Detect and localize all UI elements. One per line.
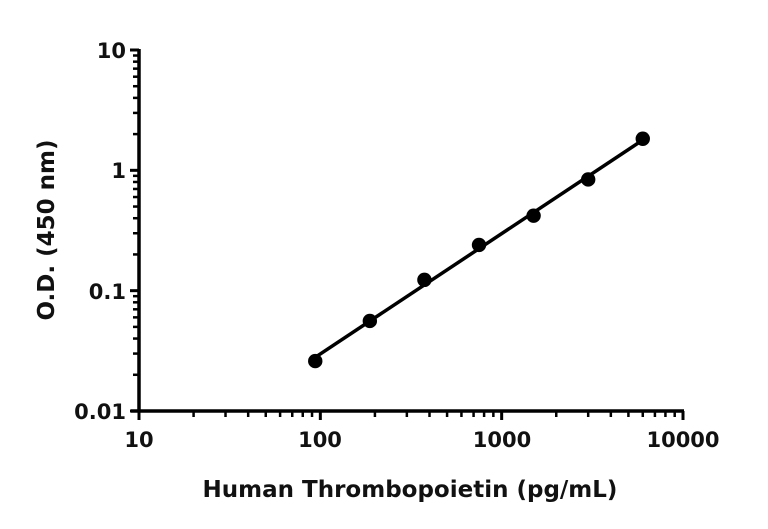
y-axis-title: O.D. (450 nm) [34, 139, 60, 320]
y-tick-label: 10 [97, 39, 126, 63]
data-points [308, 131, 650, 369]
x-tick-label: 10000 [646, 428, 719, 452]
x-tick-label: 10 [124, 428, 153, 452]
data-point [308, 353, 323, 369]
data-point [580, 172, 596, 187]
x-tick-label: 100 [298, 428, 342, 452]
x-axis-title: Human Thrombopoietin (pg/mL) [203, 477, 618, 503]
data-point [635, 131, 650, 146]
y-tick-label: 0.01 [74, 400, 126, 424]
x-tick-label: 1000 [473, 428, 531, 452]
data-point [362, 313, 378, 329]
x-axis-tick-labels: 10 100 1000 10000 [124, 428, 719, 452]
y-tick-label: 0.1 [89, 280, 126, 304]
data-point [417, 272, 432, 288]
y-tick-label: 1 [111, 159, 126, 183]
data-point [526, 208, 541, 223]
data-point [471, 237, 487, 253]
y-axis-tick-labels: 0.01 0.1 1 10 [74, 39, 126, 424]
